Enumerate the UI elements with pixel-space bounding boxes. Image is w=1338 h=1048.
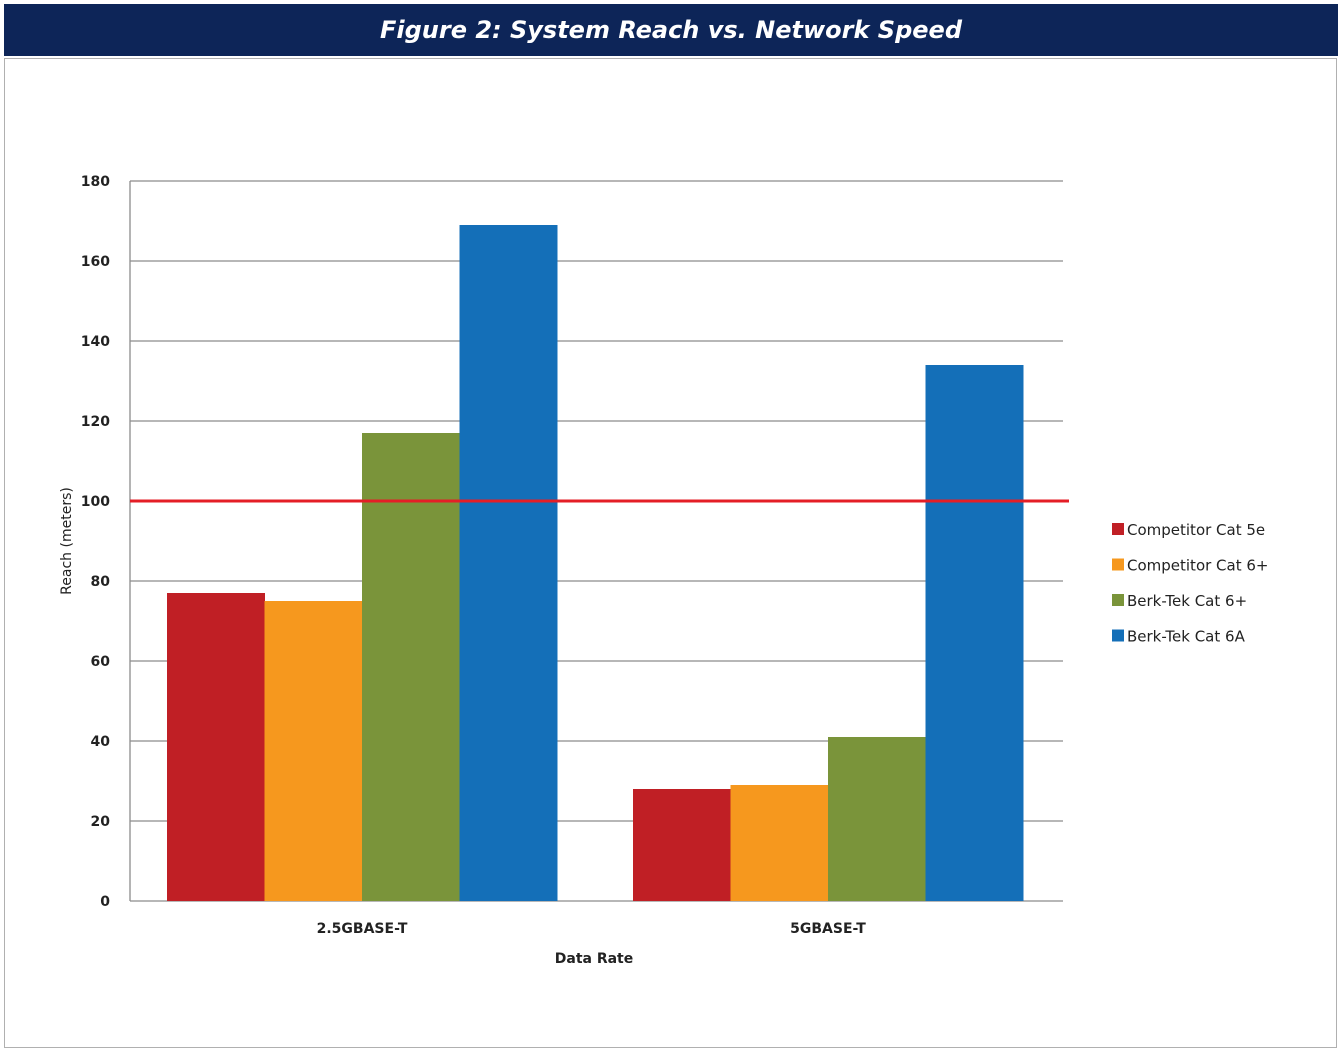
legend-label: Berk-Tek Cat 6A bbox=[1127, 628, 1246, 646]
y-tick-label: 120 bbox=[81, 414, 110, 430]
bar bbox=[925, 365, 1024, 901]
chart-title: Figure 2: System Reach vs. Network Speed bbox=[379, 16, 962, 44]
bar bbox=[362, 433, 460, 901]
y-tick-label: 180 bbox=[81, 174, 110, 190]
y-tick-label: 160 bbox=[81, 254, 110, 270]
legend-label: Berk-Tek Cat 6+ bbox=[1127, 592, 1247, 610]
x-axis-title: Data Rate bbox=[555, 951, 634, 967]
y-tick-label: 140 bbox=[81, 334, 110, 350]
legend-label: Competitor Cat 5e bbox=[1127, 521, 1265, 539]
bar bbox=[828, 737, 926, 901]
y-tick-label: 100 bbox=[81, 494, 110, 510]
legend-swatch bbox=[1112, 558, 1124, 571]
legend-swatch bbox=[1112, 629, 1124, 642]
y-tick-label: 0 bbox=[100, 894, 110, 910]
y-tick-label: 40 bbox=[91, 734, 111, 750]
bar bbox=[264, 601, 363, 901]
legend-swatch bbox=[1112, 523, 1124, 535]
bar bbox=[730, 785, 829, 901]
legend-label: Competitor Cat 6+ bbox=[1127, 557, 1268, 575]
chart-title-bar: Figure 2: System Reach vs. Network Speed bbox=[4, 4, 1338, 56]
x-tick-label: 2.5GBASE-T bbox=[317, 921, 408, 937]
y-axis-title: Reach (meters) bbox=[59, 487, 75, 595]
bar bbox=[167, 593, 265, 901]
bar bbox=[633, 789, 731, 901]
y-tick-label: 80 bbox=[91, 574, 111, 590]
legend: Competitor Cat 5e Competitor Cat 6+ Berk-T… bbox=[1112, 521, 1268, 646]
axes: Data Rate Reach (meters) bbox=[59, 487, 633, 967]
y-tick-label: 20 bbox=[91, 814, 111, 830]
y-tick-label: 60 bbox=[91, 654, 111, 670]
x-tick-label: 5GBASE-T bbox=[790, 921, 866, 937]
bar bbox=[459, 225, 558, 901]
legend-swatch bbox=[1112, 594, 1124, 606]
bars: 2.5GBASE-T 5GBASE-T bbox=[167, 225, 1024, 937]
